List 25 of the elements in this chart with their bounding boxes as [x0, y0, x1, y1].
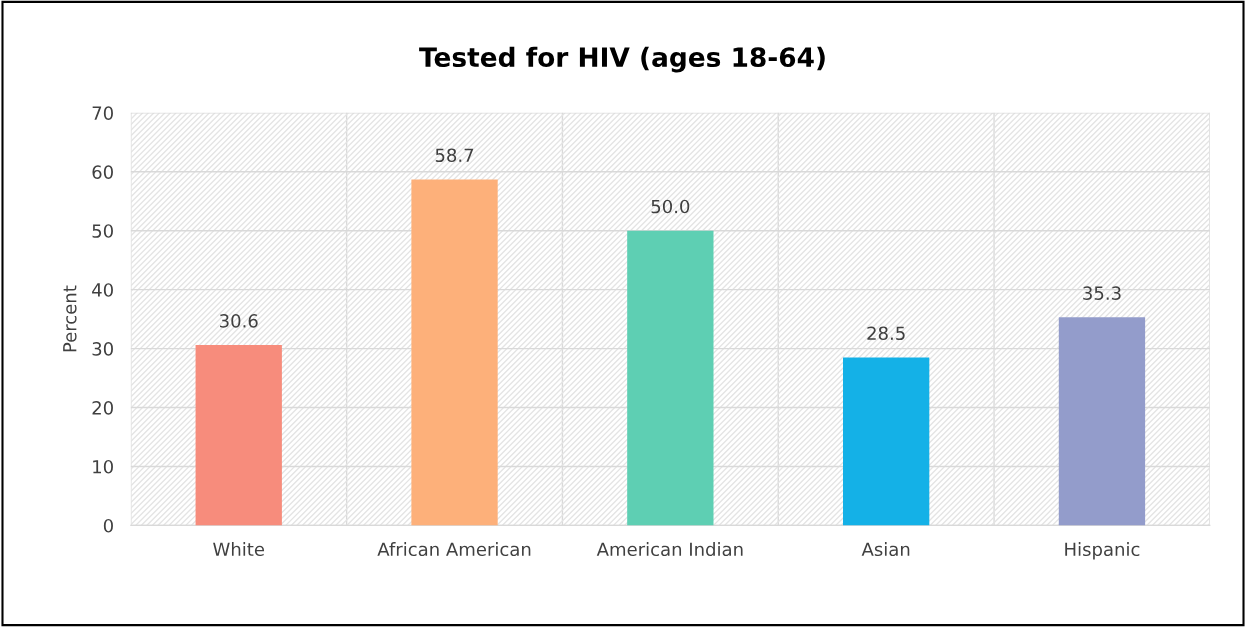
y-tick-label: 60	[92, 165, 113, 179]
data-label: 30.6	[220, 314, 258, 328]
data-label: 58.7	[435, 148, 474, 163]
bar	[195, 345, 282, 526]
bar	[411, 179, 498, 526]
y-tick-label: 30	[92, 342, 113, 356]
x-tick-label: African American	[377, 542, 531, 557]
bar	[842, 357, 930, 526]
y-tick-label: 20	[92, 401, 113, 415]
y-tick-label: 40	[92, 283, 113, 297]
y-tick-label: 0	[103, 518, 113, 533]
chart-title: Tested for HIV (ages 18-64)	[419, 46, 825, 73]
data-label: 50.0	[651, 199, 690, 214]
x-tick-label: Hispanic	[1065, 542, 1140, 560]
bar	[627, 230, 714, 526]
x-tick-label: White	[213, 542, 265, 557]
bar	[1058, 317, 1146, 526]
x-tick-label: American Indian	[596, 542, 743, 557]
y-tick-label: 50	[92, 224, 113, 238]
data-label: 35.3	[1083, 286, 1121, 300]
y-tick-label: 70	[92, 106, 113, 120]
data-label: 28.5	[867, 326, 905, 341]
y-axis-title: Percent	[63, 285, 77, 352]
y-tick-label: 10	[93, 459, 113, 474]
x-tick-label: Asian	[861, 542, 910, 557]
